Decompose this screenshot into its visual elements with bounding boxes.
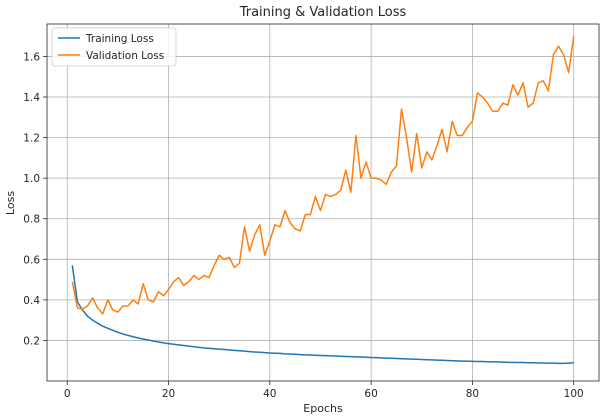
chart-title: Training & Validation Loss [239, 5, 407, 20]
x-tick-label: 0 [64, 388, 71, 400]
y-tick-label: 0.2 [23, 335, 40, 347]
y-tick-label: 0.6 [23, 254, 40, 266]
grid-lines [47, 24, 599, 381]
y-tick-label: 1.4 [23, 92, 40, 104]
legend-label-validation: Validation Loss [86, 50, 164, 62]
x-tick-label: 20 [162, 388, 175, 400]
y-tick-label: 1.0 [23, 173, 40, 185]
y-tick-label: 1.6 [23, 51, 40, 63]
series-line-validation-loss [71, 36, 575, 315]
y-axis-label: Loss [4, 191, 17, 215]
x-tick-label: 60 [364, 388, 377, 400]
series-line-training-loss [71, 265, 574, 365]
legend-box [51, 27, 177, 67]
legend: Training Loss Validation Loss [51, 27, 177, 67]
x-axis-label: Epochs [303, 402, 343, 415]
plot-frame [46, 23, 600, 382]
x-tick-label: 100 [564, 388, 584, 400]
axis-ticks: 0 20 40 60 80 100 0.2 0.4 0.6 0.8 1.0 1.2 1.4 1.6 [23, 51, 583, 400]
x-tick-label: 80 [466, 388, 479, 400]
y-tick-label: 0.8 [23, 214, 40, 226]
y-tick-label: 0.4 [23, 295, 40, 307]
legend-label-training: Training Loss [85, 33, 154, 45]
y-tick-label: 1.2 [23, 133, 40, 145]
x-tick-label: 40 [263, 388, 276, 400]
series-lines [71, 36, 575, 365]
